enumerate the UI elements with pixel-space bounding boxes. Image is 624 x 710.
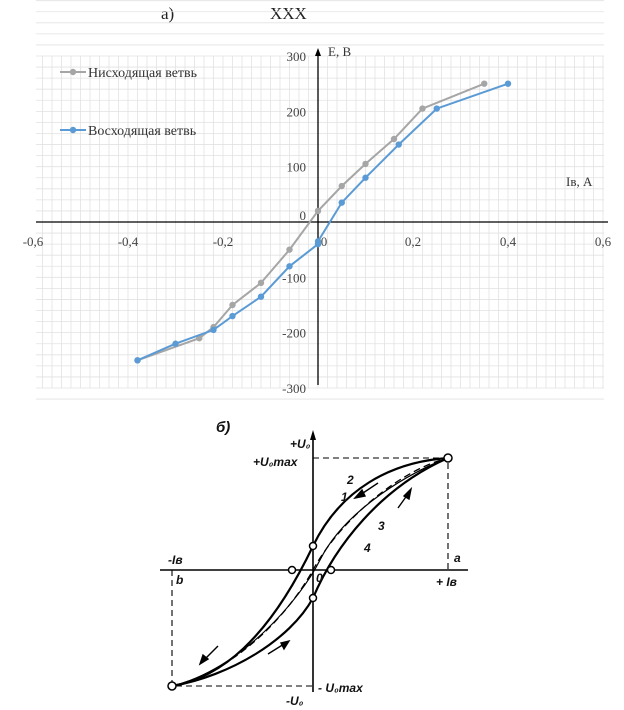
label-curve-1: 1 — [341, 490, 348, 504]
data-point — [257, 279, 265, 287]
legend-label: Восходящая ветвь — [88, 124, 196, 139]
series-ascending — [134, 80, 512, 364]
curve-4 — [171, 456, 449, 688]
y-tick-label: 0 — [300, 208, 307, 223]
label-u-neg: -U₀ — [286, 694, 304, 708]
data-point — [481, 80, 488, 87]
data-point — [390, 135, 398, 143]
legend-marker — [69, 68, 77, 76]
data-point — [314, 238, 322, 245]
axes — [36, 48, 608, 385]
data-point — [395, 141, 402, 148]
x-tick-label: -0,2 — [213, 234, 234, 249]
data-point — [362, 160, 369, 168]
direction-arrows — [198, 482, 413, 666]
y-tick-label: -100 — [282, 270, 306, 285]
legend-marker — [69, 126, 77, 134]
data-point — [286, 246, 293, 253]
label-i-pos: + Iв — [436, 575, 457, 589]
data-point — [362, 174, 369, 181]
curve-3 — [171, 457, 449, 687]
data-point — [433, 105, 440, 112]
curve-2 — [171, 456, 449, 688]
label-i-neg: -Iв — [168, 553, 183, 567]
data-point — [338, 182, 345, 190]
marker-circles — [167, 453, 453, 691]
label-point-a: a — [454, 551, 461, 565]
data-point — [229, 312, 236, 320]
part-a-label: а) — [161, 4, 175, 23]
label-curve-2: 2 — [346, 473, 354, 487]
x-tick-label: 0,4 — [500, 234, 517, 249]
y-tick-label: -200 — [282, 326, 306, 341]
data-point — [504, 80, 512, 87]
label-u-pos: +U₀ — [290, 437, 311, 451]
data-point — [286, 263, 293, 270]
data-point — [419, 105, 426, 112]
label-u-neg-max: - U₀max — [318, 681, 364, 695]
label-curve-3: 3 — [378, 519, 385, 533]
legend: Нисходящая ветвь Восходящая ветвь — [60, 66, 197, 139]
data-point — [229, 301, 236, 309]
data-point — [210, 326, 217, 334]
part-b-label: б) — [216, 419, 230, 436]
x-tick-label: 0,6 — [595, 234, 612, 249]
data-point — [134, 357, 141, 364]
y-tick-label: -300 — [282, 381, 306, 396]
x-tick-label: -0,4 — [118, 234, 139, 249]
y-tick-label: 100 — [287, 160, 307, 175]
data-point — [172, 340, 179, 347]
hysteresis-chart-a: -0,6 -0,4 -0,2 0 0,2 0,4 0,6 300 200 100 0 -100 -200… — [23, 0, 612, 400]
label-u-pos-max: +U₀max — [253, 455, 299, 469]
label-curve-4: 4 — [363, 541, 371, 555]
label-origin: 0 — [316, 571, 323, 585]
curve-1 — [171, 457, 449, 687]
data-point — [257, 293, 265, 300]
x-tick-label: 0 — [321, 234, 328, 249]
part-a-title: XXX — [270, 4, 307, 23]
y-tick-label: 200 — [287, 104, 307, 119]
x-tick-label: -0,6 — [23, 234, 44, 249]
x-axis-label: Iв, А — [566, 174, 593, 189]
data-point — [338, 199, 345, 206]
x-tick-label: 0,2 — [405, 234, 421, 249]
data-point — [314, 207, 322, 215]
legend-label: Нисходящая ветвь — [88, 66, 197, 81]
label-point-b: b — [176, 573, 183, 587]
y-tick-label: 300 — [287, 49, 307, 64]
y-axis-label: Е, В — [328, 44, 351, 59]
